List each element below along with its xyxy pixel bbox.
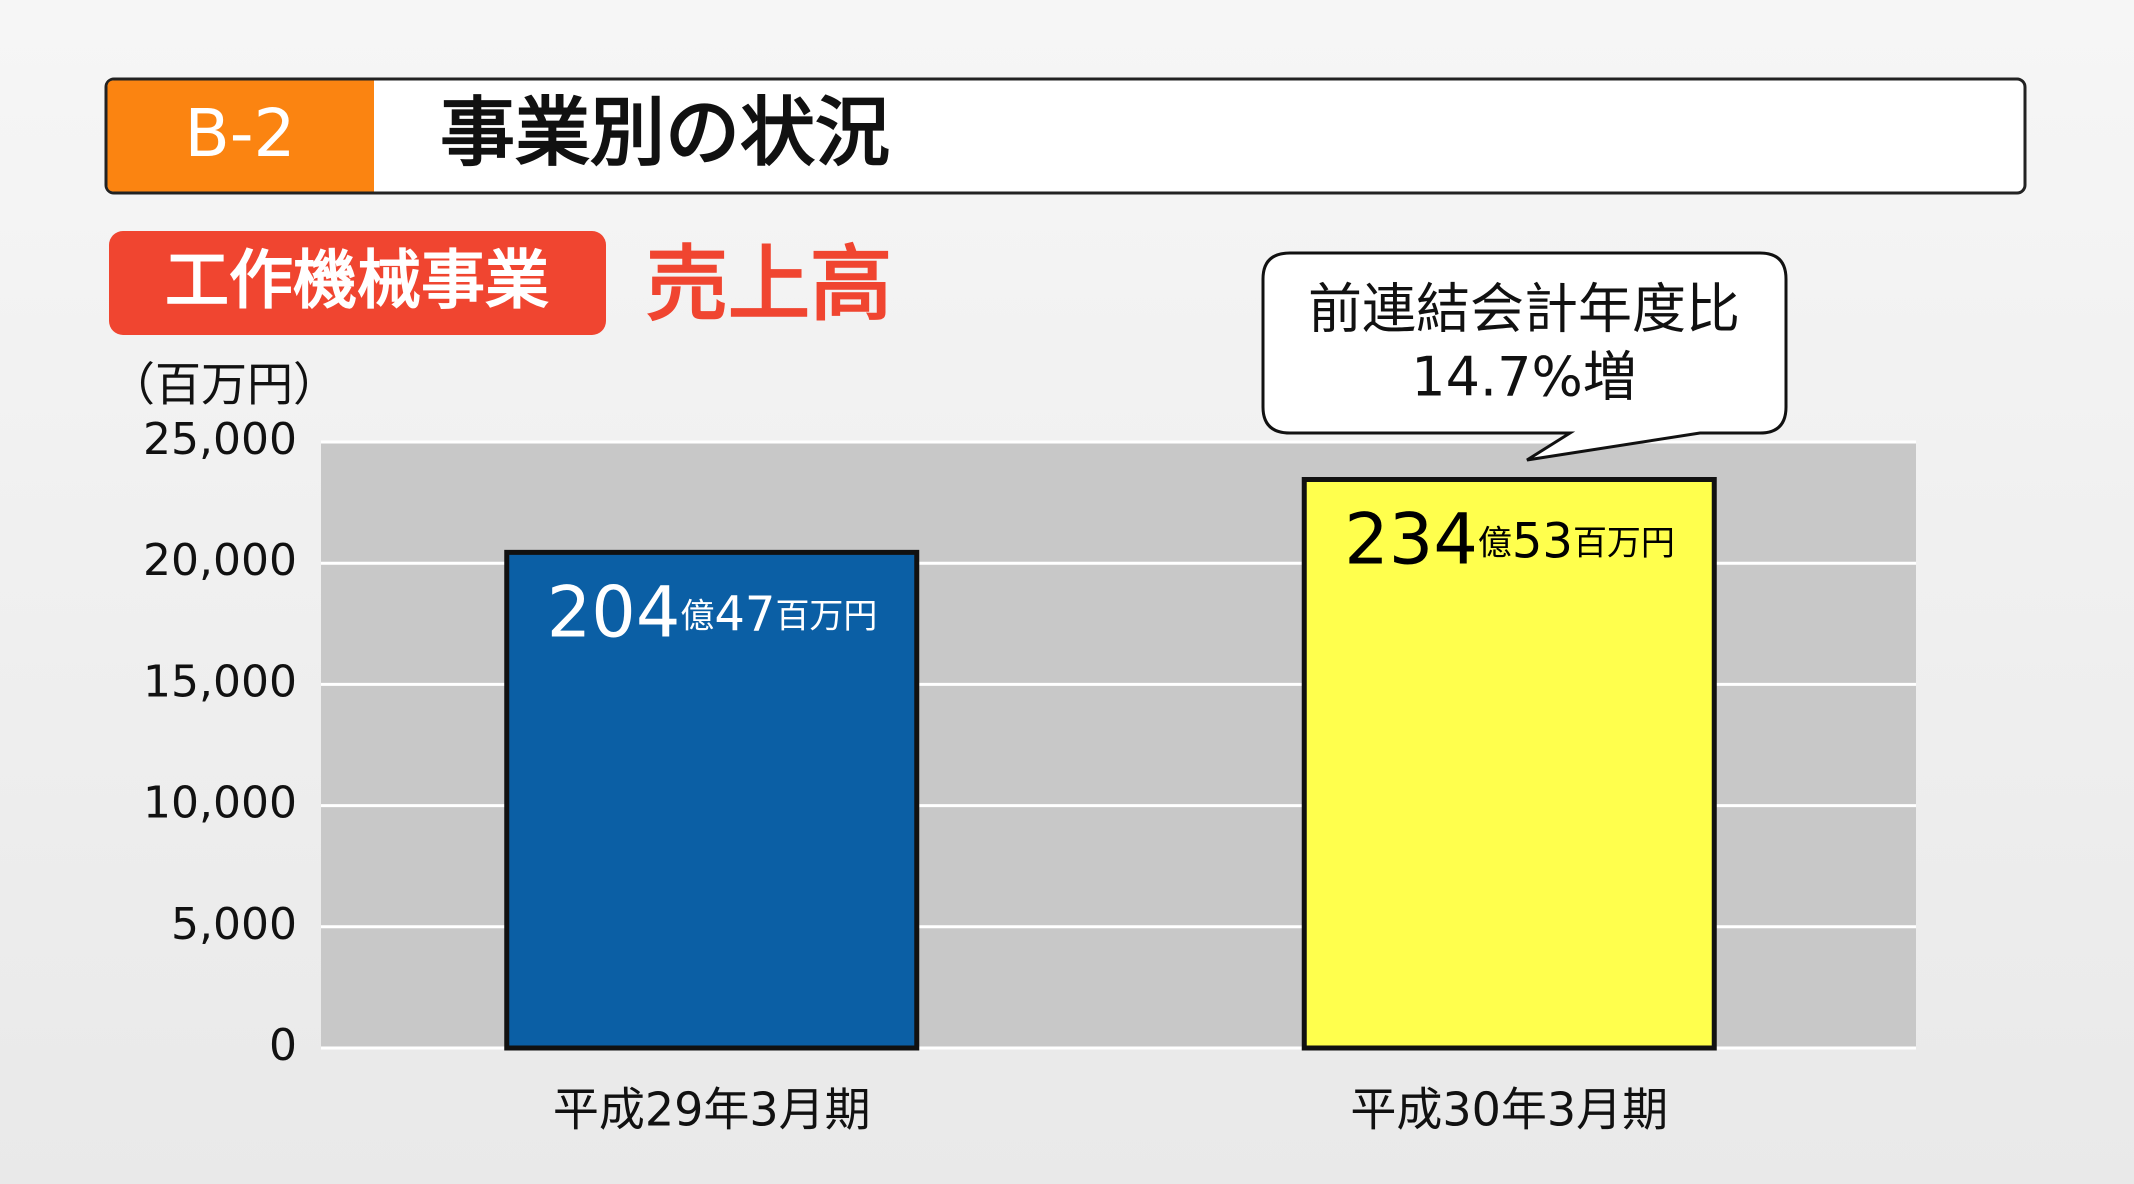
x-tick-label: 平成29年3月期 xyxy=(553,1083,871,1137)
y-axis-label: （百万円） xyxy=(109,358,339,412)
header-box xyxy=(104,77,2027,195)
section-badge: 工作機械事業 xyxy=(165,245,549,319)
header-badge-bg xyxy=(107,80,374,192)
value-label-part: 百万円 xyxy=(775,596,877,636)
bar xyxy=(504,549,920,1051)
header-badge: B-2 xyxy=(184,95,295,172)
section-label: 売上高 xyxy=(646,237,892,332)
callout-line: 前連結会計年度比 xyxy=(1308,278,1740,341)
chart: 0 5,000 10,000 15,000 20,000 25,000 平成29年3月期 20… xyxy=(143,414,1916,1137)
value-label: 234億53百万円 xyxy=(1344,499,1675,581)
callout-bubble xyxy=(1261,251,1788,462)
bar xyxy=(1301,476,1717,1051)
x-tick-label: 平成30年3月期 xyxy=(1350,1083,1668,1137)
y-tick-label: 5,000 xyxy=(171,899,297,950)
value-label-part: 億 xyxy=(680,596,714,636)
callout-line: 14.7%増 xyxy=(1411,346,1637,409)
y-tick-label: 15,000 xyxy=(143,656,297,707)
header-title: 事業別の状況 xyxy=(440,89,890,177)
y-tick-label: 25,000 xyxy=(143,414,297,465)
section-badge-bg xyxy=(109,231,606,335)
value-label-part: 53 xyxy=(1512,513,1573,569)
y-tick-label: 0 xyxy=(269,1020,297,1071)
value-label-part: 億 xyxy=(1478,523,1512,563)
y-tick-label: 10,000 xyxy=(143,778,297,829)
value-label-part: 百万円 xyxy=(1573,523,1675,563)
value-label-part: 204 xyxy=(547,571,681,653)
value-label-part: 234 xyxy=(1344,499,1478,581)
value-label: 204億47百万円 xyxy=(547,571,878,653)
y-tick-label: 20,000 xyxy=(143,535,297,586)
value-label-part: 47 xyxy=(714,586,775,642)
